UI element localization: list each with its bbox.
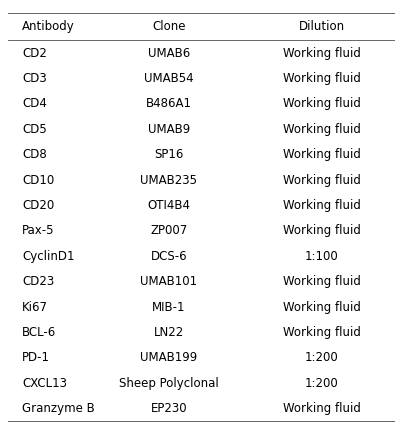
Text: Working fluid: Working fluid	[282, 326, 360, 339]
Text: CD3: CD3	[22, 72, 47, 85]
Text: CD2: CD2	[22, 47, 47, 60]
Text: Pax-5: Pax-5	[22, 224, 55, 237]
Text: Working fluid: Working fluid	[282, 275, 360, 288]
Text: PD-1: PD-1	[22, 351, 50, 364]
Text: UMAB101: UMAB101	[140, 275, 197, 288]
Text: 1:100: 1:100	[304, 250, 338, 263]
Text: CD23: CD23	[22, 275, 54, 288]
Text: Granzyme B: Granzyme B	[22, 402, 95, 415]
Text: Clone: Clone	[152, 20, 185, 33]
Text: Working fluid: Working fluid	[282, 47, 360, 60]
Text: CD5: CD5	[22, 123, 47, 136]
Text: Working fluid: Working fluid	[282, 72, 360, 85]
Text: B486A1: B486A1	[146, 98, 191, 111]
Text: UMAB6: UMAB6	[147, 47, 190, 60]
Text: Working fluid: Working fluid	[282, 224, 360, 237]
Text: EP230: EP230	[150, 402, 187, 415]
Text: Antibody: Antibody	[22, 20, 75, 33]
Text: Working fluid: Working fluid	[282, 301, 360, 313]
Text: CD4: CD4	[22, 98, 47, 111]
Text: OTI4B4: OTI4B4	[147, 199, 190, 212]
Text: CXCL13: CXCL13	[22, 377, 67, 390]
Text: MIB-1: MIB-1	[152, 301, 185, 313]
Text: 1:200: 1:200	[304, 377, 338, 390]
Text: 1:200: 1:200	[304, 351, 338, 364]
Text: UMAB9: UMAB9	[147, 123, 190, 136]
Text: UMAB235: UMAB235	[140, 174, 197, 187]
Text: Working fluid: Working fluid	[282, 148, 360, 161]
Text: CD8: CD8	[22, 148, 47, 161]
Text: BCL-6: BCL-6	[22, 326, 56, 339]
Text: ZP007: ZP007	[150, 224, 187, 237]
Text: Ki67: Ki67	[22, 301, 48, 313]
Text: Working fluid: Working fluid	[282, 402, 360, 415]
Text: CyclinD1: CyclinD1	[22, 250, 75, 263]
Text: Working fluid: Working fluid	[282, 123, 360, 136]
Text: CD10: CD10	[22, 174, 54, 187]
Text: SP16: SP16	[154, 148, 183, 161]
Text: UMAB199: UMAB199	[140, 351, 197, 364]
Text: LN22: LN22	[153, 326, 184, 339]
Text: CD20: CD20	[22, 199, 54, 212]
Text: Working fluid: Working fluid	[282, 98, 360, 111]
Text: Working fluid: Working fluid	[282, 199, 360, 212]
Text: Sheep Polyclonal: Sheep Polyclonal	[119, 377, 218, 390]
Text: DCS-6: DCS-6	[150, 250, 187, 263]
Text: Working fluid: Working fluid	[282, 174, 360, 187]
Text: Dilution: Dilution	[298, 20, 344, 33]
Text: UMAB54: UMAB54	[144, 72, 193, 85]
